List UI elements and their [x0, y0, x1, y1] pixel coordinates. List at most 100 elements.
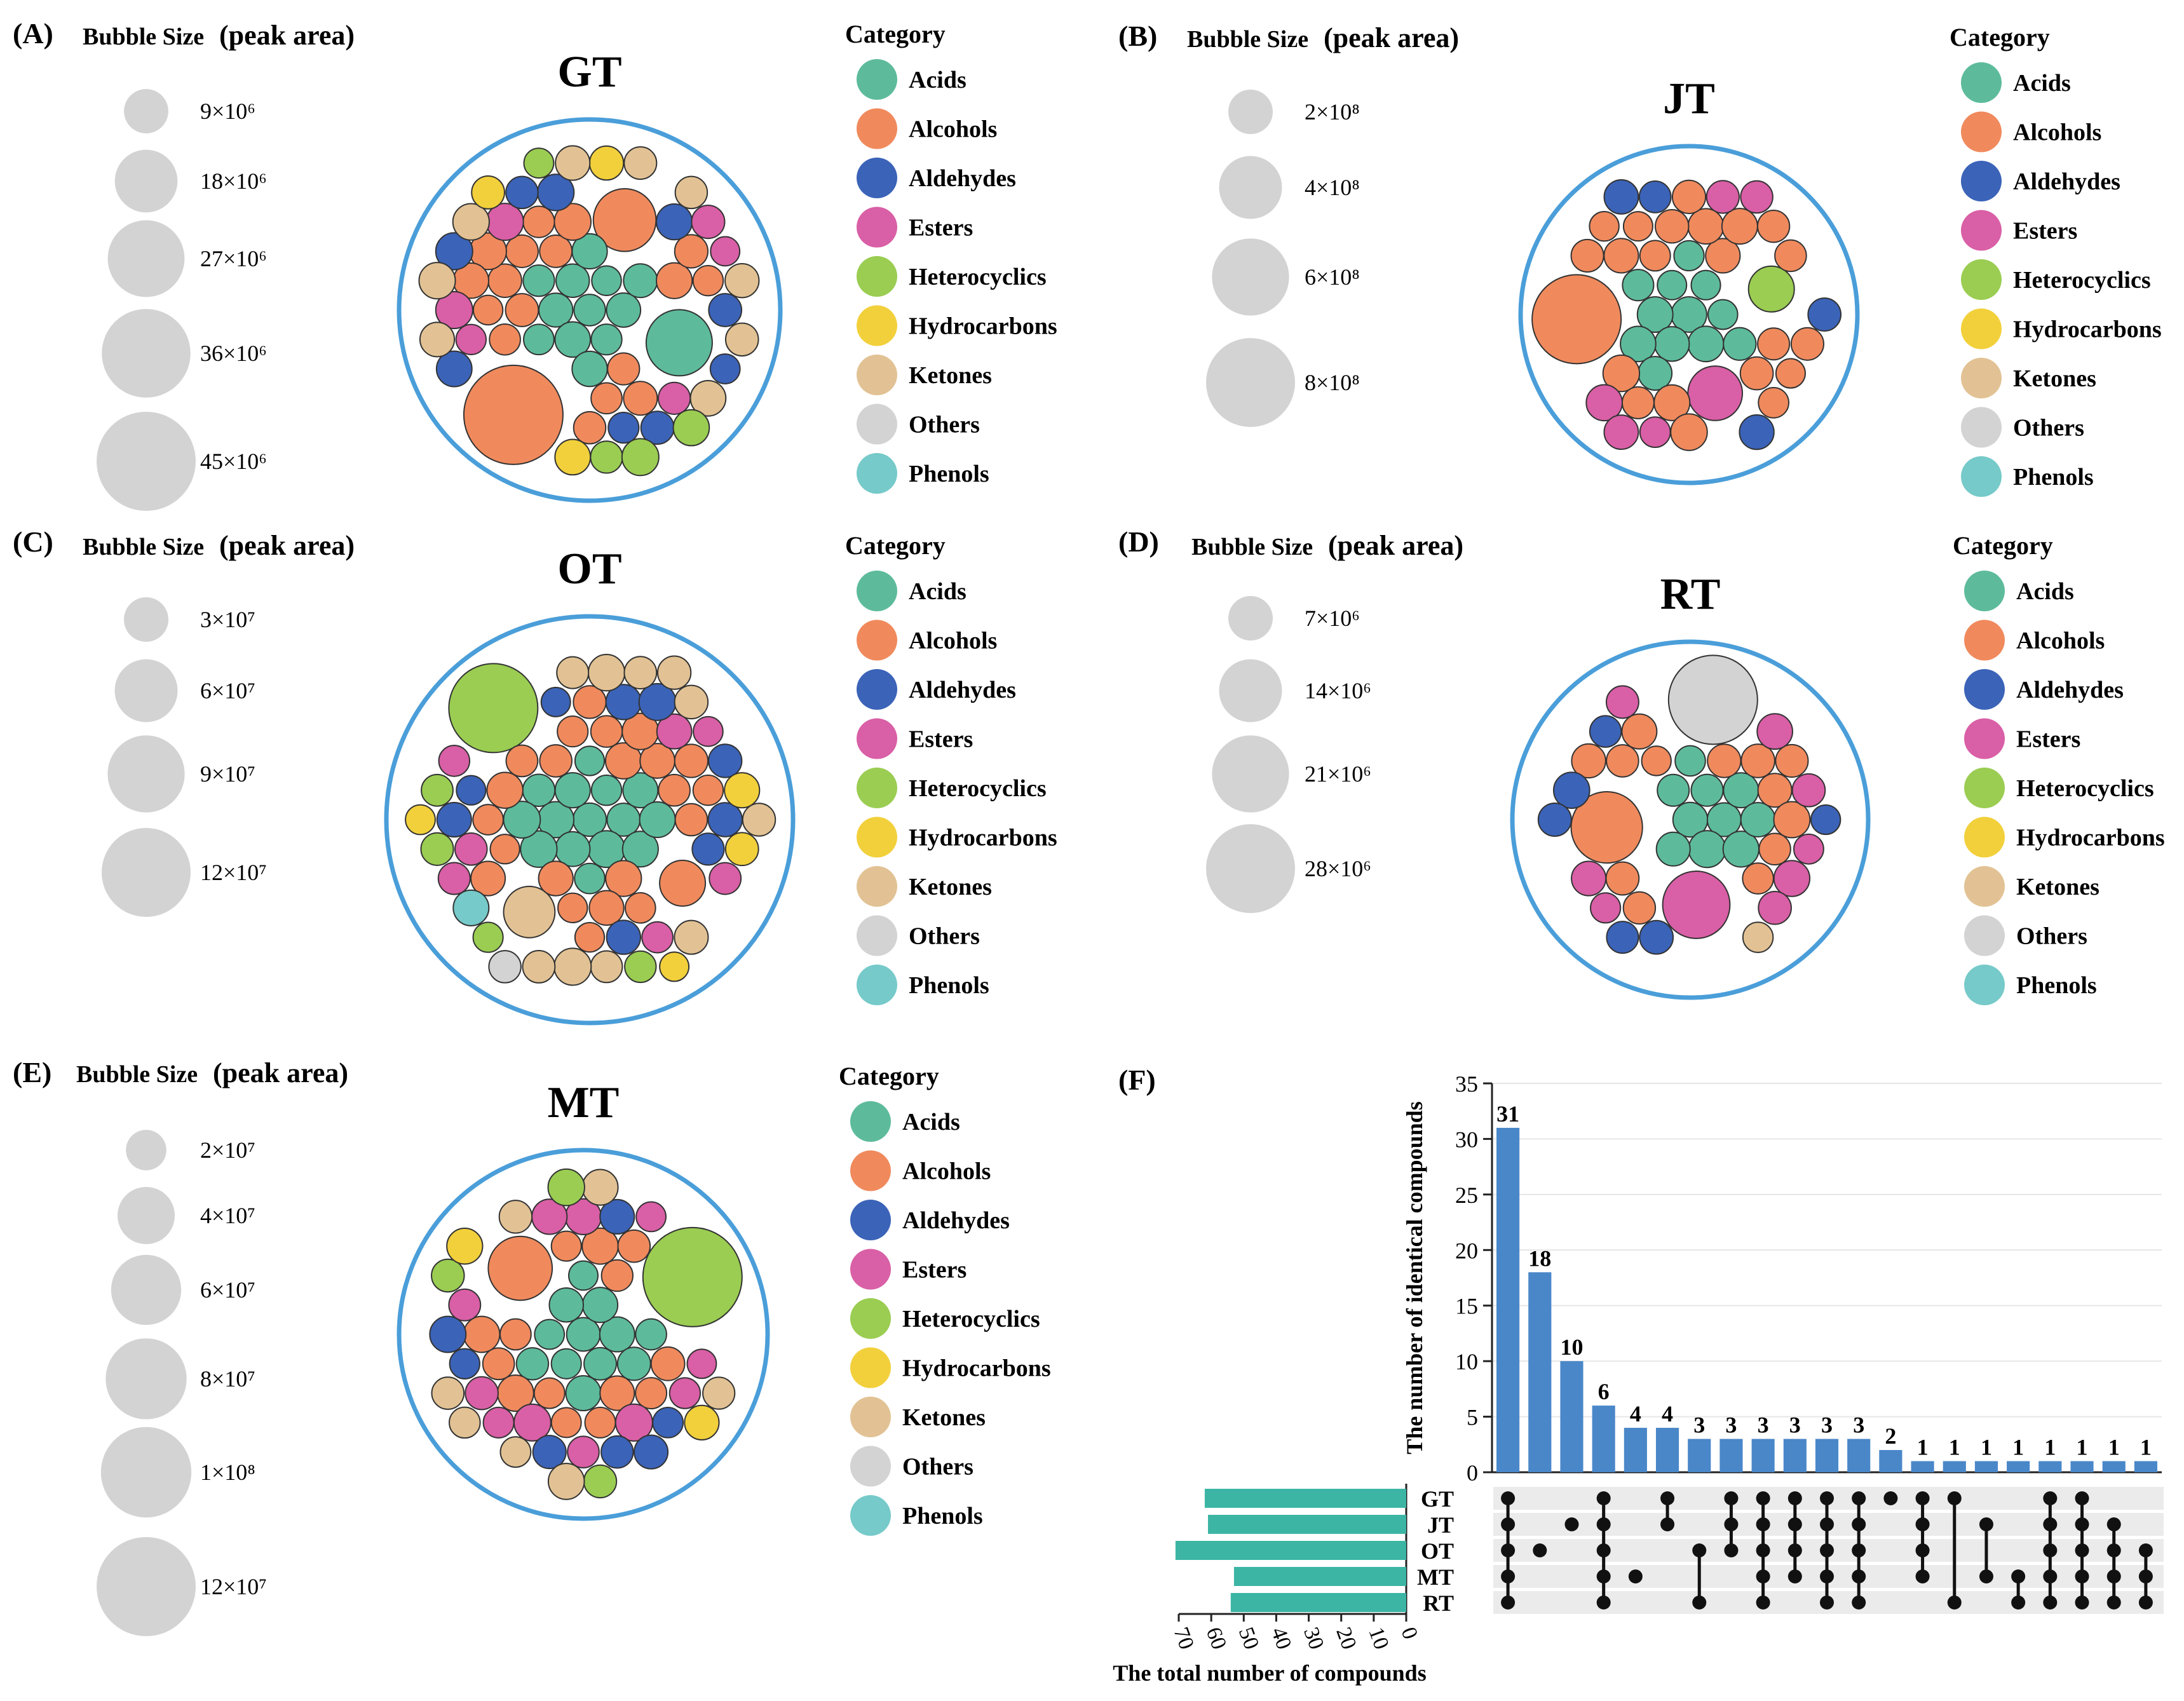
size-legend-label: 45×10⁶ — [200, 449, 267, 474]
bubble-acids — [574, 745, 606, 776]
bubble-esters — [1590, 892, 1622, 924]
size-legend-bubble — [107, 735, 185, 813]
bubble-alcohols — [607, 352, 641, 386]
bubble-esters — [1662, 871, 1731, 939]
bubble-heterocyclics — [583, 1464, 618, 1499]
legend-swatch-heterocyclics — [1964, 768, 2005, 808]
bubble-ketones — [674, 684, 709, 720]
intersection-bar — [1751, 1439, 1775, 1472]
bubble-alcohols — [573, 410, 607, 445]
bubble-acids — [522, 264, 555, 297]
bubble-hydrocarbons — [471, 175, 505, 210]
matrix-dot — [2075, 1569, 2089, 1583]
bubble-alcohols — [1602, 354, 1641, 393]
matrix-dot — [1915, 1517, 1930, 1531]
bubble-alcohols — [1621, 386, 1655, 419]
matrix-dot — [1501, 1491, 1516, 1505]
bubble-esters — [668, 1377, 702, 1409]
bubble-esters — [435, 290, 473, 330]
bubble-acids — [591, 265, 622, 296]
bubble-aldehydes — [606, 919, 641, 955]
bubble-aldehydes — [599, 1198, 635, 1235]
outline-circle — [1510, 639, 1871, 1000]
bubble-aldehydes — [709, 353, 741, 384]
set-axis-tick-label: 20 — [1331, 1624, 1360, 1653]
bubble-size-unit: (peak area) — [1324, 22, 1459, 53]
set-size-bar — [1208, 1515, 1406, 1534]
bubble-aldehydes — [1606, 921, 1639, 954]
bubble-ketones — [1742, 921, 1774, 953]
bubble-panel-ot: (C) Bubble Size (peak area) OT 3×10⁷ 6×10⁷ 9×1… — [13, 525, 1057, 1026]
bubble-alcohols — [625, 892, 656, 924]
matrix-dot — [1820, 1596, 1834, 1610]
intersection-bar — [2038, 1461, 2062, 1472]
bubble-esters — [1706, 180, 1740, 214]
legend-swatch-ketones — [857, 866, 897, 907]
bubble-acids — [1655, 831, 1691, 867]
matrix-dot — [1756, 1569, 1770, 1583]
bubble-esters — [1740, 180, 1774, 214]
bubble-alcohols — [1775, 743, 1809, 778]
legend-label-acids: Acids — [902, 1109, 960, 1135]
set-size-bar — [1230, 1593, 1406, 1612]
matrix-dot — [1596, 1543, 1611, 1557]
intersection-value: 1 — [2140, 1435, 2152, 1460]
bubble-alcohols — [533, 1377, 566, 1409]
size-legend-label: 36×10⁶ — [200, 341, 267, 366]
bubble-esters — [482, 1406, 515, 1439]
bubble-panel-rt: (D) Bubble Size (peak area) RT 7×10⁶ 14×10⁶ 21… — [1118, 525, 2165, 1005]
size-legend-bubble — [1228, 596, 1273, 640]
legend-label-acids: Acids — [909, 578, 967, 605]
legend-swatch-ketones — [857, 355, 897, 395]
bubble-alcohols — [1622, 211, 1653, 242]
intersection-bar — [1624, 1428, 1647, 1472]
size-legend-label: 4×10⁸ — [1305, 175, 1360, 200]
size-legend-label: 2×10⁷ — [200, 1137, 255, 1163]
bubble-aldehydes — [505, 175, 539, 210]
matrix-dot — [1820, 1543, 1834, 1557]
bubble-alcohols — [590, 715, 623, 748]
matrix-dot — [1852, 1569, 1866, 1583]
legend-label-aldehydes: Aldehydes — [2016, 677, 2124, 703]
intersection-value: 10 — [1560, 1334, 1583, 1360]
bubble-others — [488, 950, 522, 984]
bubble-alcohols — [1531, 274, 1622, 365]
size-legend-bubble — [1219, 156, 1282, 219]
legend-swatch-alcohols — [1961, 111, 2002, 152]
bubble-acids — [548, 1287, 584, 1323]
bubble-acids — [555, 263, 590, 298]
bubble-hydrocarbons — [588, 145, 625, 181]
legend-label-hydrocarbons: Hydrocarbons — [902, 1355, 1051, 1382]
legend-swatch-phenols — [857, 453, 897, 494]
outline-circle — [397, 1148, 770, 1521]
bubble-aldehydes — [540, 686, 571, 717]
bubble-esters — [455, 323, 487, 355]
set-axis-label: The total number of compounds — [1113, 1660, 1426, 1686]
matrix-dot — [2106, 1569, 2121, 1583]
legend-swatch-aldehydes — [857, 158, 897, 198]
y-axis-label: The number of identical compounds — [1402, 1101, 1427, 1454]
bubble-ketones — [452, 203, 490, 241]
bubble-alcohols — [659, 859, 707, 907]
size-legend-label: 27×10⁶ — [200, 246, 267, 271]
intersection-value: 1 — [1981, 1435, 1992, 1460]
size-legend-label: 1×10⁸ — [200, 1460, 255, 1485]
intersection-bar — [2102, 1461, 2126, 1472]
bubble-ketones — [674, 919, 709, 955]
size-legend-bubble — [1212, 735, 1289, 813]
bubble-phenols — [452, 889, 490, 926]
matrix-dot — [1915, 1543, 1930, 1557]
matrix-dot — [1852, 1491, 1866, 1505]
legend-label-esters: Esters — [902, 1257, 967, 1284]
legend-label-alcohols: Alcohols — [2013, 119, 2101, 146]
legend-label-ketones: Ketones — [902, 1404, 986, 1431]
set-axis-tick-label: 70 — [1169, 1624, 1198, 1653]
bubble-esters — [658, 381, 691, 415]
bubble-ketones — [555, 145, 591, 181]
bubble-acids — [550, 1348, 582, 1379]
bubble-panel-jt: (B) Bubble Size (peak area) JT 2×10⁸ 4×10⁸ 6×1… — [1118, 20, 2162, 497]
bubble-ketones — [419, 322, 456, 358]
size-legend-label: 6×10⁸ — [1305, 264, 1360, 290]
bubble-alcohols — [557, 892, 588, 924]
legend-swatch-others — [857, 403, 897, 445]
